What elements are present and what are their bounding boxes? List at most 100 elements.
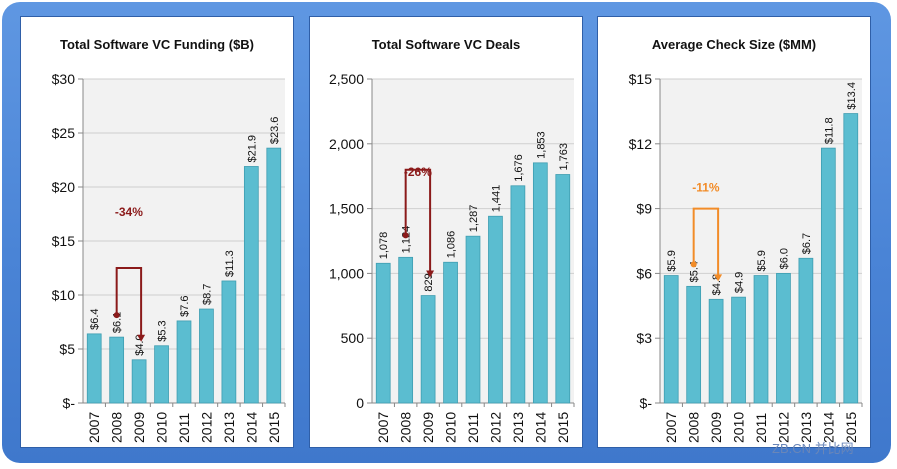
bar-2013 [510, 185, 526, 404]
bar-2010 [154, 345, 169, 404]
data-label: $5.9 [756, 250, 768, 271]
x-tick-label: 2013 [510, 412, 526, 443]
annotation-label: -34% [115, 205, 143, 219]
bar-2012 [199, 308, 214, 404]
data-label: 1,763 [558, 143, 570, 171]
data-label: $13.4 [846, 82, 858, 110]
bar-2011 [465, 235, 481, 404]
data-label: 1,441 [490, 185, 502, 213]
annotation-arrowhead [426, 270, 435, 278]
x-tick-label: 2012 [198, 412, 214, 443]
x-tick-label: 2008 [398, 412, 414, 443]
x-tick-label: 2011 [753, 413, 769, 443]
x-tick-label: 2015 [555, 412, 571, 443]
bar-2010 [443, 261, 458, 404]
y-tick-label: $3 [636, 330, 652, 346]
bar-2014 [532, 162, 548, 404]
x-tick-label: 2012 [775, 412, 791, 443]
data-label: $11.8 [823, 117, 835, 144]
y-tick-label: $- [640, 395, 653, 411]
x-tick-label: 2015 [843, 412, 859, 443]
x-tick-label: 2011 [465, 413, 481, 443]
deals-chart-svg: Total Software VC Deals 0 500 1,000 1,500 2,0… [329, 37, 575, 443]
y-tick-label: $- [63, 395, 76, 411]
data-label: $8.7 [201, 284, 213, 305]
y-tick-label: 0 [356, 395, 364, 411]
annotation-arrowhead [714, 274, 723, 282]
y-tick-label: $10 [52, 287, 76, 303]
data-label: $6.7 [801, 233, 813, 254]
watermark-text: ZB.CN 并比网 [772, 441, 854, 456]
bar-2015 [266, 147, 282, 404]
bar-2007 [375, 262, 391, 404]
funding-chart-svg: Total Software VC Funding ($B) $- $5 $10 $15… [52, 37, 286, 443]
x-tick-label: 2010 [154, 412, 170, 443]
x-tick-label: 2010 [731, 412, 747, 443]
bar-2011 [176, 320, 192, 404]
data-label: $7.6 [179, 295, 191, 316]
bar-2009 [420, 295, 436, 404]
data-label: $4.0 [134, 334, 146, 355]
annotation-bracket [115, 267, 143, 336]
data-label: $4.8 [711, 274, 723, 295]
x-tick-label: 2007 [86, 412, 102, 443]
bar-2008 [398, 256, 414, 404]
annotation-bracket [404, 168, 432, 272]
bar-2014 [820, 147, 836, 404]
annotation-label: -11% [692, 180, 720, 194]
bar-2013 [798, 257, 814, 404]
data-label: $6.4 [89, 308, 101, 329]
x-tick-label: 2013 [221, 412, 237, 443]
data-label: 1,124 [401, 226, 413, 254]
y-tick-label: $30 [52, 71, 76, 87]
bar-2014 [243, 166, 259, 404]
annotation-bracket [692, 207, 720, 276]
data-label: $21.9 [246, 135, 258, 163]
bar-2011 [753, 275, 769, 404]
data-label: $23.6 [269, 117, 281, 145]
x-tick-label: 2007 [663, 412, 679, 443]
y-tick-label: $15 [52, 233, 76, 249]
bar-2009 [131, 359, 147, 404]
bar-2007 [86, 333, 102, 404]
data-label: 1,086 [446, 231, 458, 259]
x-tick-label: 2012 [487, 412, 503, 443]
check-size-chart-svg: Average Check Size ($MM) $- $3 $6 $9 $12 $15 $5… [629, 37, 863, 443]
x-tick-label: 2014 [532, 412, 548, 443]
x-tick-label: 2008 [109, 412, 125, 443]
chart-title: Total Software VC Funding ($B) [60, 37, 254, 52]
bar-2015 [843, 113, 859, 404]
bar-2010 [731, 296, 746, 404]
data-label: 1,853 [535, 131, 547, 159]
y-tick-label: 500 [341, 330, 365, 346]
x-tick-label: 2010 [443, 412, 459, 443]
bar-2015 [555, 174, 571, 404]
bar-2008 [109, 336, 125, 404]
x-tick-label: 2013 [798, 412, 814, 443]
y-tick-label: $15 [629, 71, 653, 87]
data-label: $6.0 [778, 248, 790, 269]
x-tick-label: 2007 [375, 412, 391, 443]
data-label: 1,078 [378, 232, 390, 260]
chart-panel-deals: Total Software VC Deals 0 500 1,000 1,500 2,0… [309, 16, 583, 448]
x-tick-label: 2015 [266, 412, 282, 443]
annotation-arrowhead [137, 334, 146, 342]
bar-2007 [663, 275, 679, 404]
data-label: $11.3 [224, 250, 236, 277]
data-label: 1,287 [468, 205, 480, 233]
y-tick-label: $9 [636, 201, 652, 217]
x-tick-label: 2009 [420, 412, 436, 443]
y-tick-label: 2,500 [329, 71, 364, 87]
y-tick-label: 2,000 [329, 136, 364, 152]
chart-panel-funding: Total Software VC Funding ($B) $- $5 $10 $15… [20, 16, 294, 448]
data-label: 1,676 [513, 154, 525, 182]
y-tick-label: $12 [629, 136, 653, 152]
bar-2012 [488, 215, 503, 404]
bar-2008 [686, 285, 702, 404]
bar-2009 [708, 298, 724, 404]
data-label: $4.9 [734, 272, 746, 293]
x-tick-label: 2008 [686, 412, 702, 443]
y-tick-label: $6 [636, 265, 652, 281]
chart-title: Total Software VC Deals [372, 37, 521, 52]
bar-2012 [776, 272, 791, 404]
